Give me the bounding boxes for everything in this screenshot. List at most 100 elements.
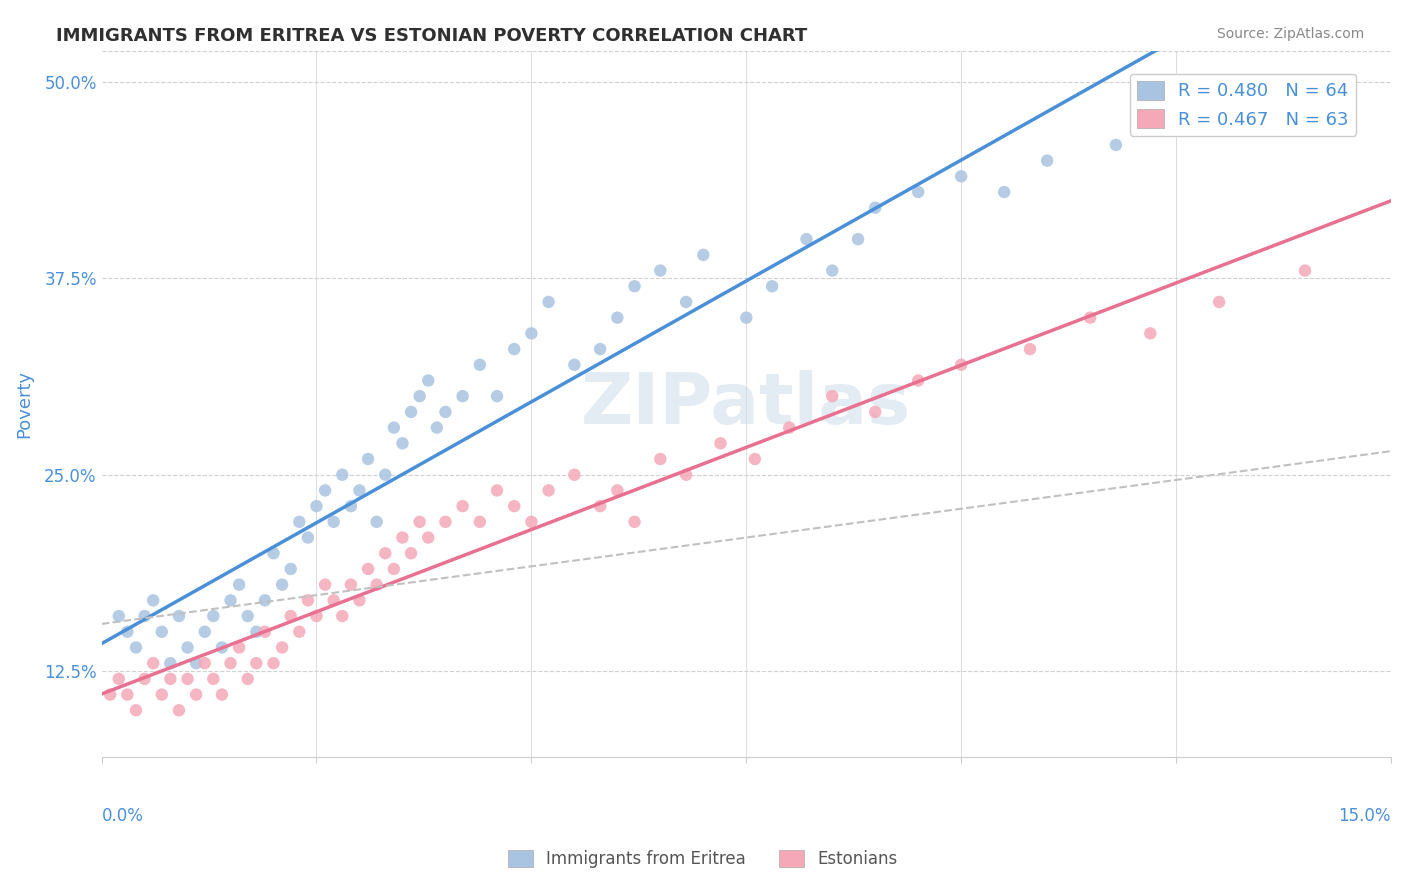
Point bbox=[349, 483, 371, 498]
Point bbox=[537, 295, 560, 310]
Point bbox=[167, 703, 190, 717]
Point bbox=[735, 310, 758, 325]
Point bbox=[194, 624, 217, 639]
Point bbox=[366, 577, 388, 591]
Point bbox=[650, 263, 672, 277]
Point bbox=[1164, 91, 1187, 105]
Point bbox=[211, 640, 233, 655]
Point bbox=[176, 672, 198, 686]
Point bbox=[382, 420, 405, 434]
Text: ZIPatlas: ZIPatlas bbox=[581, 369, 911, 439]
Point bbox=[434, 515, 457, 529]
Point bbox=[150, 688, 173, 702]
Point bbox=[520, 326, 543, 341]
Point bbox=[709, 436, 731, 450]
Point bbox=[159, 656, 181, 670]
Point bbox=[211, 688, 233, 702]
Legend: R = 0.480   N = 64, R = 0.467   N = 63: R = 0.480 N = 64, R = 0.467 N = 63 bbox=[1129, 74, 1357, 136]
Point bbox=[271, 640, 294, 655]
Point bbox=[520, 515, 543, 529]
Point bbox=[117, 624, 139, 639]
Point bbox=[761, 279, 783, 293]
Point bbox=[451, 499, 474, 513]
Point bbox=[589, 342, 612, 356]
Point bbox=[692, 248, 714, 262]
Point bbox=[468, 358, 491, 372]
Point bbox=[1294, 263, 1316, 277]
Point bbox=[650, 452, 672, 467]
Point bbox=[675, 295, 697, 310]
Point bbox=[330, 609, 353, 624]
Point bbox=[907, 185, 929, 199]
Point bbox=[993, 185, 1015, 199]
Point bbox=[186, 656, 208, 670]
Point bbox=[314, 577, 336, 591]
Point bbox=[589, 499, 612, 513]
Point bbox=[357, 452, 380, 467]
Point bbox=[468, 515, 491, 529]
Point bbox=[228, 577, 250, 591]
Point bbox=[142, 656, 165, 670]
Point bbox=[263, 656, 285, 670]
Point bbox=[366, 515, 388, 529]
Point bbox=[374, 546, 396, 560]
Point bbox=[253, 624, 276, 639]
Point bbox=[821, 389, 844, 403]
Point bbox=[418, 531, 440, 545]
Point bbox=[606, 310, 628, 325]
Point bbox=[236, 609, 259, 624]
Point bbox=[134, 672, 156, 686]
Point bbox=[186, 688, 208, 702]
Point bbox=[117, 688, 139, 702]
Point bbox=[340, 499, 363, 513]
Point bbox=[330, 467, 353, 482]
Point bbox=[297, 531, 319, 545]
Point bbox=[280, 562, 302, 576]
Legend: Immigrants from Eritrea, Estonians: Immigrants from Eritrea, Estonians bbox=[502, 843, 904, 875]
Point bbox=[950, 358, 973, 372]
Point bbox=[280, 609, 302, 624]
Point bbox=[288, 624, 311, 639]
Y-axis label: Poverty: Poverty bbox=[15, 370, 32, 438]
Point bbox=[1208, 295, 1230, 310]
Point bbox=[125, 640, 148, 655]
Point bbox=[1078, 310, 1101, 325]
Point bbox=[564, 358, 586, 372]
Point bbox=[426, 420, 449, 434]
Point bbox=[399, 405, 422, 419]
Point bbox=[271, 577, 294, 591]
Point bbox=[305, 609, 328, 624]
Point bbox=[846, 232, 869, 246]
Point bbox=[305, 499, 328, 513]
Point bbox=[253, 593, 276, 607]
Point bbox=[297, 593, 319, 607]
Point bbox=[176, 640, 198, 655]
Point bbox=[503, 499, 526, 513]
Point bbox=[142, 593, 165, 607]
Point bbox=[408, 515, 430, 529]
Point bbox=[408, 389, 430, 403]
Point bbox=[322, 515, 344, 529]
Point bbox=[107, 609, 129, 624]
Point bbox=[98, 688, 121, 702]
Point bbox=[194, 656, 217, 670]
Point bbox=[485, 483, 508, 498]
Point bbox=[1139, 326, 1161, 341]
Point bbox=[606, 483, 628, 498]
Text: Source: ZipAtlas.com: Source: ZipAtlas.com bbox=[1216, 27, 1364, 41]
Point bbox=[107, 672, 129, 686]
Point bbox=[382, 562, 405, 576]
Point bbox=[865, 405, 887, 419]
Point bbox=[228, 640, 250, 655]
Point bbox=[374, 467, 396, 482]
Point bbox=[150, 624, 173, 639]
Point bbox=[340, 577, 363, 591]
Point bbox=[399, 546, 422, 560]
Point bbox=[202, 609, 225, 624]
Point bbox=[202, 672, 225, 686]
Point bbox=[391, 436, 413, 450]
Point bbox=[451, 389, 474, 403]
Text: IMMIGRANTS FROM ERITREA VS ESTONIAN POVERTY CORRELATION CHART: IMMIGRANTS FROM ERITREA VS ESTONIAN POVE… bbox=[56, 27, 807, 45]
Point bbox=[623, 515, 645, 529]
Point bbox=[159, 672, 181, 686]
